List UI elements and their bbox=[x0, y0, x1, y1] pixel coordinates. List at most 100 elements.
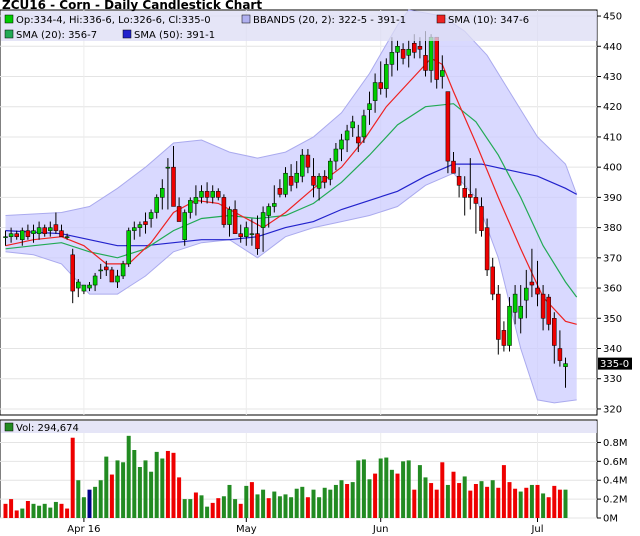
volume-bar bbox=[37, 505, 42, 518]
volume-bar bbox=[328, 489, 333, 518]
volume-bar bbox=[417, 465, 422, 518]
volume-bar bbox=[115, 460, 120, 518]
volume-bar bbox=[93, 486, 98, 518]
volume-bar bbox=[322, 487, 327, 518]
candle-body bbox=[272, 203, 277, 207]
volume-bar bbox=[53, 501, 58, 518]
volume-bar bbox=[233, 499, 238, 518]
volume-bar bbox=[25, 501, 30, 518]
candle-body bbox=[518, 305, 523, 319]
volume-bar bbox=[14, 510, 19, 518]
volume-bar bbox=[255, 494, 260, 518]
volume-bar bbox=[339, 480, 344, 518]
candle-body bbox=[109, 269, 115, 283]
candle-body bbox=[154, 197, 159, 213]
volume-bar bbox=[552, 485, 557, 518]
volume-bar bbox=[345, 484, 350, 518]
volume-bar bbox=[216, 498, 221, 518]
volume-bar bbox=[143, 460, 148, 518]
volume-bar bbox=[406, 460, 411, 518]
last-price-label: 335-0 bbox=[600, 359, 629, 370]
candle-body bbox=[501, 330, 507, 346]
candle-body bbox=[165, 166, 171, 169]
price-tick-label: 360 bbox=[603, 284, 622, 295]
candle-body bbox=[244, 227, 249, 237]
volume-bar bbox=[283, 494, 288, 518]
candle-body bbox=[372, 82, 378, 101]
candle-body bbox=[412, 42, 417, 53]
volume-bar bbox=[3, 503, 8, 518]
volume-bar bbox=[361, 459, 366, 518]
volume-tick-label: 0.2M bbox=[603, 495, 628, 506]
candle-body bbox=[64, 236, 70, 238]
volume-bar bbox=[384, 457, 389, 518]
last-price-marker: 335-0 bbox=[598, 357, 632, 370]
volume-bar bbox=[182, 499, 187, 518]
candle-body bbox=[70, 254, 75, 292]
date-tick-label: May bbox=[236, 524, 257, 535]
candle-body bbox=[199, 191, 204, 198]
candle-body bbox=[204, 191, 210, 198]
candle-body bbox=[20, 230, 25, 240]
candles bbox=[3, 31, 568, 388]
volume-bar bbox=[350, 482, 355, 518]
legend-sma10: SMA (10): 347-6 bbox=[448, 15, 529, 26]
volume-bar bbox=[367, 479, 372, 518]
candle-body bbox=[473, 197, 479, 204]
legend-ohlc: Op:334-4, Hi:336-6, Lo:326-6, Cl:335-0 bbox=[16, 15, 211, 26]
candle-body bbox=[59, 230, 64, 237]
candle-body bbox=[232, 209, 238, 234]
candle-body bbox=[115, 275, 120, 283]
price-axis: 320 330 340 350 360 370 380 390 400 410 420 430 440 4… bbox=[597, 12, 622, 415]
volume-bar bbox=[440, 462, 445, 518]
volume-bar bbox=[104, 456, 109, 518]
candle-body bbox=[260, 212, 266, 228]
candle-body bbox=[557, 348, 563, 361]
volume-bar bbox=[423, 477, 428, 518]
price-tick-label: 330 bbox=[603, 374, 622, 385]
volume-bar bbox=[289, 497, 294, 518]
volume-bar bbox=[378, 458, 383, 518]
candle-body bbox=[552, 318, 557, 346]
volume-bar bbox=[546, 497, 551, 518]
sma-20-line bbox=[5, 103, 578, 298]
candle-body bbox=[311, 175, 316, 186]
volume-bar bbox=[160, 458, 165, 518]
volume-bar bbox=[137, 467, 142, 518]
candle-body bbox=[31, 230, 36, 234]
candle-body bbox=[316, 175, 322, 189]
legend-sma50: SMA (50): 391-1 bbox=[134, 30, 215, 41]
volume-bar bbox=[70, 437, 75, 518]
candle-body bbox=[490, 266, 495, 295]
price-tick-label: 410 bbox=[603, 132, 622, 143]
candle-body bbox=[367, 103, 372, 110]
legend-swatch-sma10 bbox=[436, 14, 446, 24]
candle-body bbox=[81, 284, 87, 292]
volume-bar bbox=[81, 497, 86, 518]
candle-body bbox=[188, 200, 193, 213]
legend-row-1-background bbox=[1, 11, 597, 41]
bollinger-upper-line bbox=[5, 9, 578, 216]
candle-body bbox=[221, 197, 227, 225]
candle-body bbox=[238, 233, 243, 237]
chart-title: ZCU16 - Corn - Daily Candlestick Chart bbox=[2, 0, 262, 12]
volume-bar bbox=[87, 489, 92, 518]
candle-body bbox=[249, 233, 255, 235]
candle-body bbox=[48, 227, 53, 231]
bollinger-band-fill bbox=[5, 10, 577, 403]
price-tick-label: 450 bbox=[603, 12, 622, 23]
price-tick-label: 390 bbox=[603, 193, 622, 204]
volume-bar bbox=[468, 490, 473, 518]
candle-body bbox=[25, 230, 31, 237]
candle-body bbox=[92, 275, 98, 286]
candle-body bbox=[535, 287, 540, 295]
candle-body bbox=[160, 188, 165, 198]
candle-body bbox=[266, 206, 271, 216]
volume-bar bbox=[121, 462, 126, 518]
volume-bar bbox=[76, 480, 81, 518]
candle-body bbox=[120, 263, 126, 277]
candle-body bbox=[512, 293, 518, 313]
legend: Op:334-4, Hi:336-6, Lo:326-6, Cl:335-0 B… bbox=[1, 11, 597, 41]
volume-bar bbox=[126, 435, 131, 518]
volume-bar bbox=[462, 476, 467, 518]
